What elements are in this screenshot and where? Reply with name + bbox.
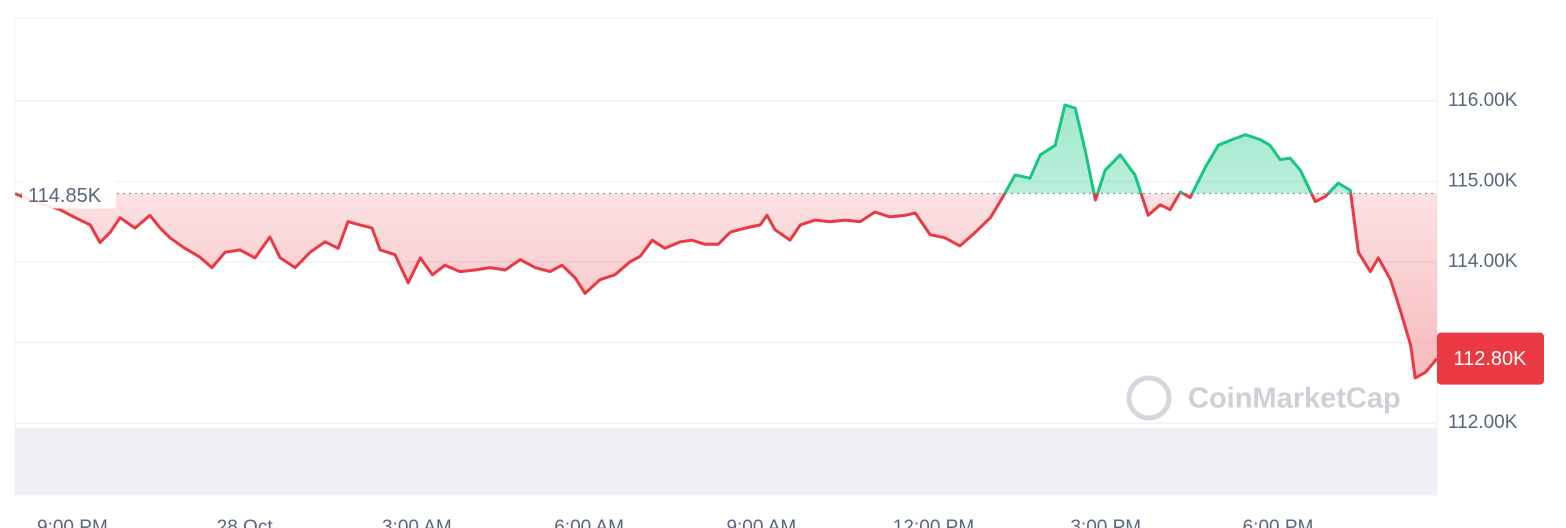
x-tick-label: 12:00 PM [893, 517, 974, 528]
reference-label: 114.85K [28, 185, 102, 207]
x-tick-label: 3:00 AM [382, 517, 452, 528]
x-tick-label: 3:00 PM [1070, 517, 1141, 528]
x-tick-label: 9:00 AM [726, 517, 796, 528]
current-price-box [1437, 332, 1544, 385]
x-tick-label: 28 Oct [217, 517, 274, 528]
y-tick-label: 115.00K [1448, 170, 1518, 191]
y-tick-label: 114.00K [1448, 251, 1518, 272]
reference-label-bg [22, 178, 116, 209]
watermark: CoinMarketCap [1126, 375, 1401, 421]
y-tick-label: 112.00K [1448, 412, 1518, 433]
volume-band [15, 428, 1437, 495]
watermark-text: CoinMarketCap [1188, 383, 1401, 415]
y-tick-label: 116.00K [1448, 90, 1518, 111]
x-tick-label: 9:00 PM [37, 517, 108, 528]
x-tick-label: 6:00 AM [554, 517, 624, 528]
current-price-label: 112.80K [1453, 348, 1527, 370]
x-tick-label: 6:00 PM [1243, 517, 1314, 528]
area-down [15, 193, 1437, 378]
price-line-up [15, 103, 1353, 194]
price-line-down [15, 193, 1437, 380]
